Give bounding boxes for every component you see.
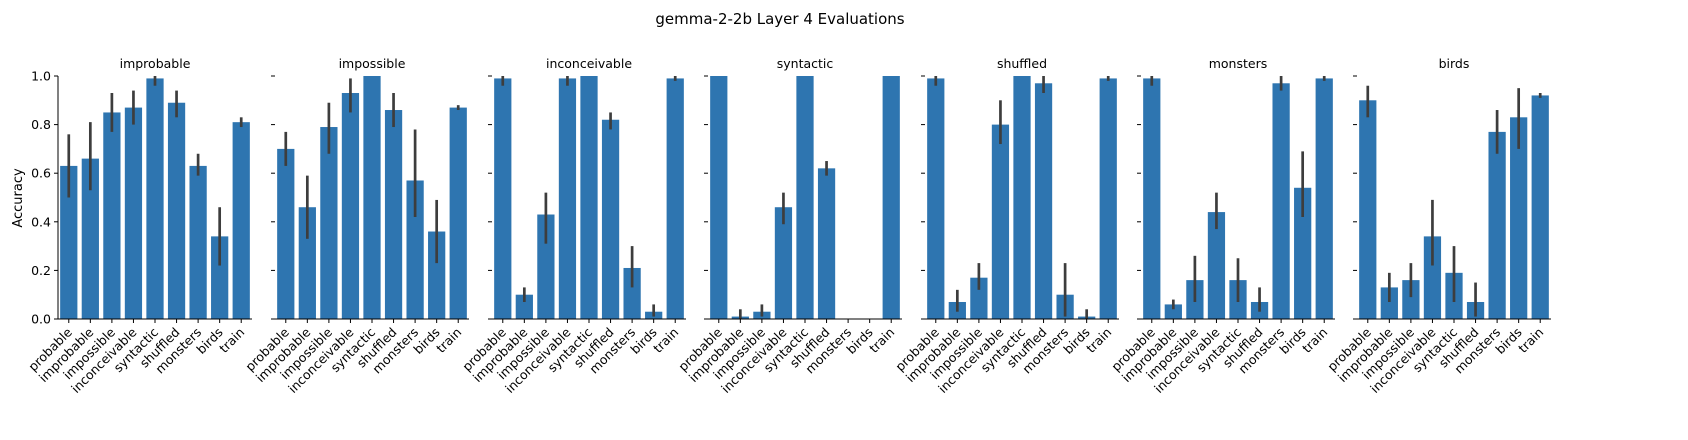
bar	[710, 76, 728, 319]
y-tick-label: 0.4	[31, 214, 51, 229]
bar	[449, 107, 467, 319]
x-tick-label: train	[1083, 325, 1114, 356]
bar	[1510, 117, 1528, 319]
y-tick-label: 0.6	[31, 166, 51, 181]
subplot-title: monsters	[1209, 56, 1268, 71]
bar	[1488, 131, 1506, 319]
x-tick-label: train	[433, 325, 464, 356]
subplot-title: shuffled	[997, 56, 1047, 71]
subplot-birds: birdsprobableimprobableimpossibleinconce…	[1324, 56, 1551, 396]
subplot-title: birds	[1439, 56, 1470, 71]
bar	[666, 78, 684, 320]
bar	[384, 110, 403, 320]
bar	[363, 76, 381, 319]
bar	[341, 93, 360, 319]
bar	[211, 236, 229, 319]
bar	[1380, 287, 1398, 319]
bar	[1294, 187, 1312, 319]
x-tick-label: train	[1299, 325, 1330, 356]
bar	[991, 124, 1010, 319]
bar	[167, 102, 186, 319]
y-axis-label: Accuracy	[11, 168, 26, 228]
bar	[1034, 83, 1053, 319]
bar	[537, 214, 555, 319]
bar	[1164, 304, 1182, 319]
bar	[774, 207, 793, 319]
bar	[146, 78, 164, 320]
bar	[320, 127, 338, 319]
bar	[1315, 78, 1333, 320]
bar	[601, 119, 620, 320]
subplot-syntactic: syntacticprobableimprobableimpossibleinc…	[675, 56, 902, 396]
subplot-improbable: improbable0.00.20.40.60.81.0probableimpr…	[25, 56, 252, 396]
bar	[406, 180, 424, 319]
subplot-monsters: monstersprobableimprobableimpossibleinco…	[1108, 56, 1335, 396]
bar	[515, 294, 533, 319]
panels: improbable0.00.20.40.60.81.0probableimpr…	[25, 56, 1551, 396]
y-tick-label: 0.8	[31, 117, 51, 132]
bar	[60, 165, 78, 319]
bar	[1359, 100, 1377, 319]
bar	[124, 107, 143, 319]
bar	[494, 78, 512, 320]
subplot-impossible: impossibleprobableimprobableimpossiblein…	[242, 56, 469, 396]
bar	[298, 207, 316, 319]
x-tick-label: train	[1515, 325, 1546, 356]
bar	[277, 148, 295, 319]
y-tick-label: 0.0	[31, 312, 51, 327]
subplot-shuffled: shuffledprobableimprobableimpossibleinco…	[892, 56, 1119, 396]
suptitle: gemma-2-2b Layer 4 Evaluations	[655, 10, 904, 28]
bar	[103, 112, 121, 319]
bar	[428, 231, 446, 319]
y-tick-label: 1.0	[31, 69, 51, 84]
subplot-title: syntactic	[777, 56, 834, 71]
bar	[1272, 83, 1290, 319]
bar	[796, 76, 814, 319]
x-tick-label: train	[216, 325, 247, 356]
bar	[1099, 78, 1117, 320]
bar	[1143, 78, 1161, 320]
subplot-title: inconceivable	[546, 56, 632, 71]
x-tick-label: train	[866, 325, 897, 356]
bar	[623, 267, 641, 319]
y-tick-label: 0.2	[31, 263, 51, 278]
bar	[1531, 95, 1549, 319]
bar	[1013, 76, 1031, 319]
bar	[189, 165, 207, 319]
bar	[1423, 236, 1442, 319]
bar	[232, 122, 250, 319]
bar	[927, 78, 945, 320]
bar	[882, 76, 900, 319]
bar	[580, 76, 598, 319]
subplot-inconceivable: inconceivableprobableimprobableimpossibl…	[459, 56, 686, 396]
x-tick-label: train	[650, 325, 681, 356]
subplot-title: improbable	[120, 56, 191, 71]
bar	[1207, 212, 1226, 319]
subplot-title: impossible	[339, 56, 406, 71]
bar	[558, 78, 577, 320]
bar	[81, 158, 99, 319]
bar	[817, 168, 836, 319]
bar	[970, 277, 988, 319]
bar	[1402, 280, 1420, 319]
